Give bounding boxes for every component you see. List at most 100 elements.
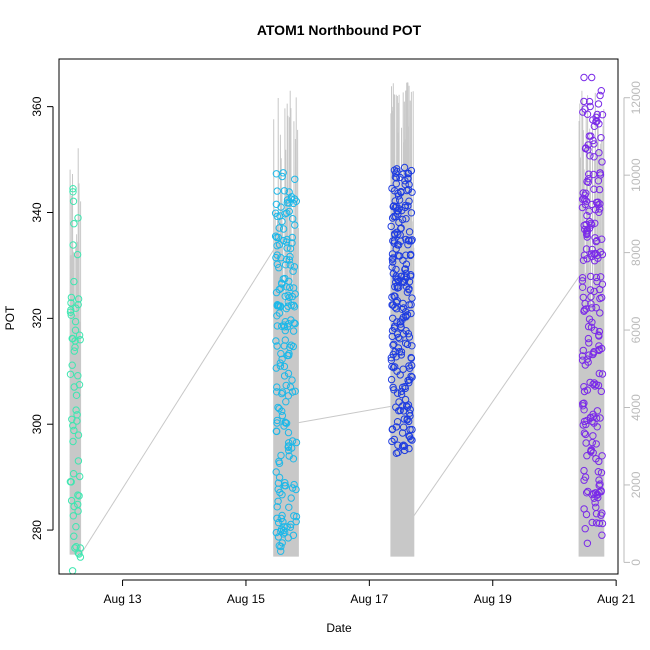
y2-tick-label: 8000 [629, 239, 643, 266]
data-point [284, 392, 293, 400]
data-point [283, 244, 291, 252]
data-point [274, 518, 283, 527]
data-point [402, 273, 411, 281]
data-point [582, 245, 591, 253]
data-point [273, 514, 281, 522]
data-point [592, 440, 600, 448]
data-point [281, 479, 289, 487]
data-point [74, 372, 82, 380]
data-point [388, 425, 397, 433]
data-point [598, 370, 607, 378]
data-point [595, 342, 603, 350]
data-point [272, 170, 281, 178]
data-point [392, 353, 400, 361]
x-tick-label: Aug 13 [104, 592, 142, 606]
data-point [283, 523, 291, 531]
data-point [282, 261, 290, 269]
data-point [584, 178, 592, 187]
data-point [579, 256, 588, 264]
data-point [71, 337, 79, 345]
data-point [583, 211, 591, 220]
data-point [281, 336, 289, 344]
data-point [589, 413, 597, 421]
data-point [67, 299, 75, 307]
data-point [591, 382, 599, 390]
data-point [282, 283, 290, 291]
data-point [74, 491, 82, 499]
data-point [279, 169, 287, 177]
data-point [72, 543, 80, 551]
data-point [598, 158, 606, 166]
data-point [408, 373, 416, 381]
data-point [408, 436, 416, 444]
data-point [408, 236, 416, 244]
data-point [396, 335, 404, 343]
data-point [69, 437, 77, 446]
data-point [583, 233, 591, 241]
data-point [402, 215, 410, 223]
y-tick-label: 320 [30, 308, 44, 328]
data-point [275, 404, 283, 413]
data-point [592, 237, 600, 246]
data-point [388, 437, 396, 446]
data-point [590, 140, 598, 148]
data-point [596, 309, 604, 317]
data-point [391, 363, 399, 371]
data-point [591, 489, 600, 497]
data-point [586, 286, 595, 294]
data-point [592, 273, 601, 282]
data-point [70, 426, 78, 435]
data-point [584, 334, 593, 343]
data-point [278, 411, 287, 420]
data-point [405, 285, 413, 293]
data-point [582, 510, 591, 519]
data-point [402, 313, 410, 321]
x-axis-label: Date [326, 621, 352, 635]
data-point [397, 390, 406, 399]
data-point [284, 534, 292, 542]
data-point [595, 345, 603, 354]
data-point [292, 438, 301, 447]
data-point [284, 428, 293, 437]
data-point [388, 184, 396, 193]
data-point [276, 359, 284, 367]
data-point [76, 336, 84, 344]
data-point [275, 459, 284, 467]
x-tick-label: Aug 15 [227, 592, 265, 606]
data-point [592, 381, 600, 389]
data-point [403, 340, 412, 349]
data-point [400, 163, 409, 172]
data-point [273, 260, 281, 268]
data-point [399, 383, 407, 391]
data-point [74, 300, 82, 309]
data-point [72, 523, 80, 531]
data-point [276, 488, 284, 497]
data-point [69, 512, 78, 520]
data-point [401, 265, 410, 273]
data-point [274, 497, 282, 505]
data-point [588, 518, 596, 527]
data-point [273, 322, 281, 330]
data-point [588, 438, 596, 447]
data-point [288, 484, 297, 492]
data-point [595, 476, 603, 484]
data-point [272, 364, 280, 372]
data-point [408, 425, 416, 434]
data-point [585, 339, 593, 347]
data-point [72, 391, 81, 399]
data-point [277, 254, 285, 262]
data-point [74, 214, 82, 222]
data-point [592, 510, 601, 518]
data-point [68, 567, 77, 575]
data-point [284, 291, 292, 299]
data-point [398, 442, 407, 450]
data-point [588, 73, 596, 82]
data-point [277, 542, 285, 551]
secondary-connector [80, 244, 278, 555]
data-point [595, 369, 603, 378]
data-point [582, 144, 590, 152]
data-point [581, 191, 589, 199]
data-point [392, 202, 401, 211]
data-point [272, 253, 280, 262]
plot-frame [58, 58, 619, 575]
